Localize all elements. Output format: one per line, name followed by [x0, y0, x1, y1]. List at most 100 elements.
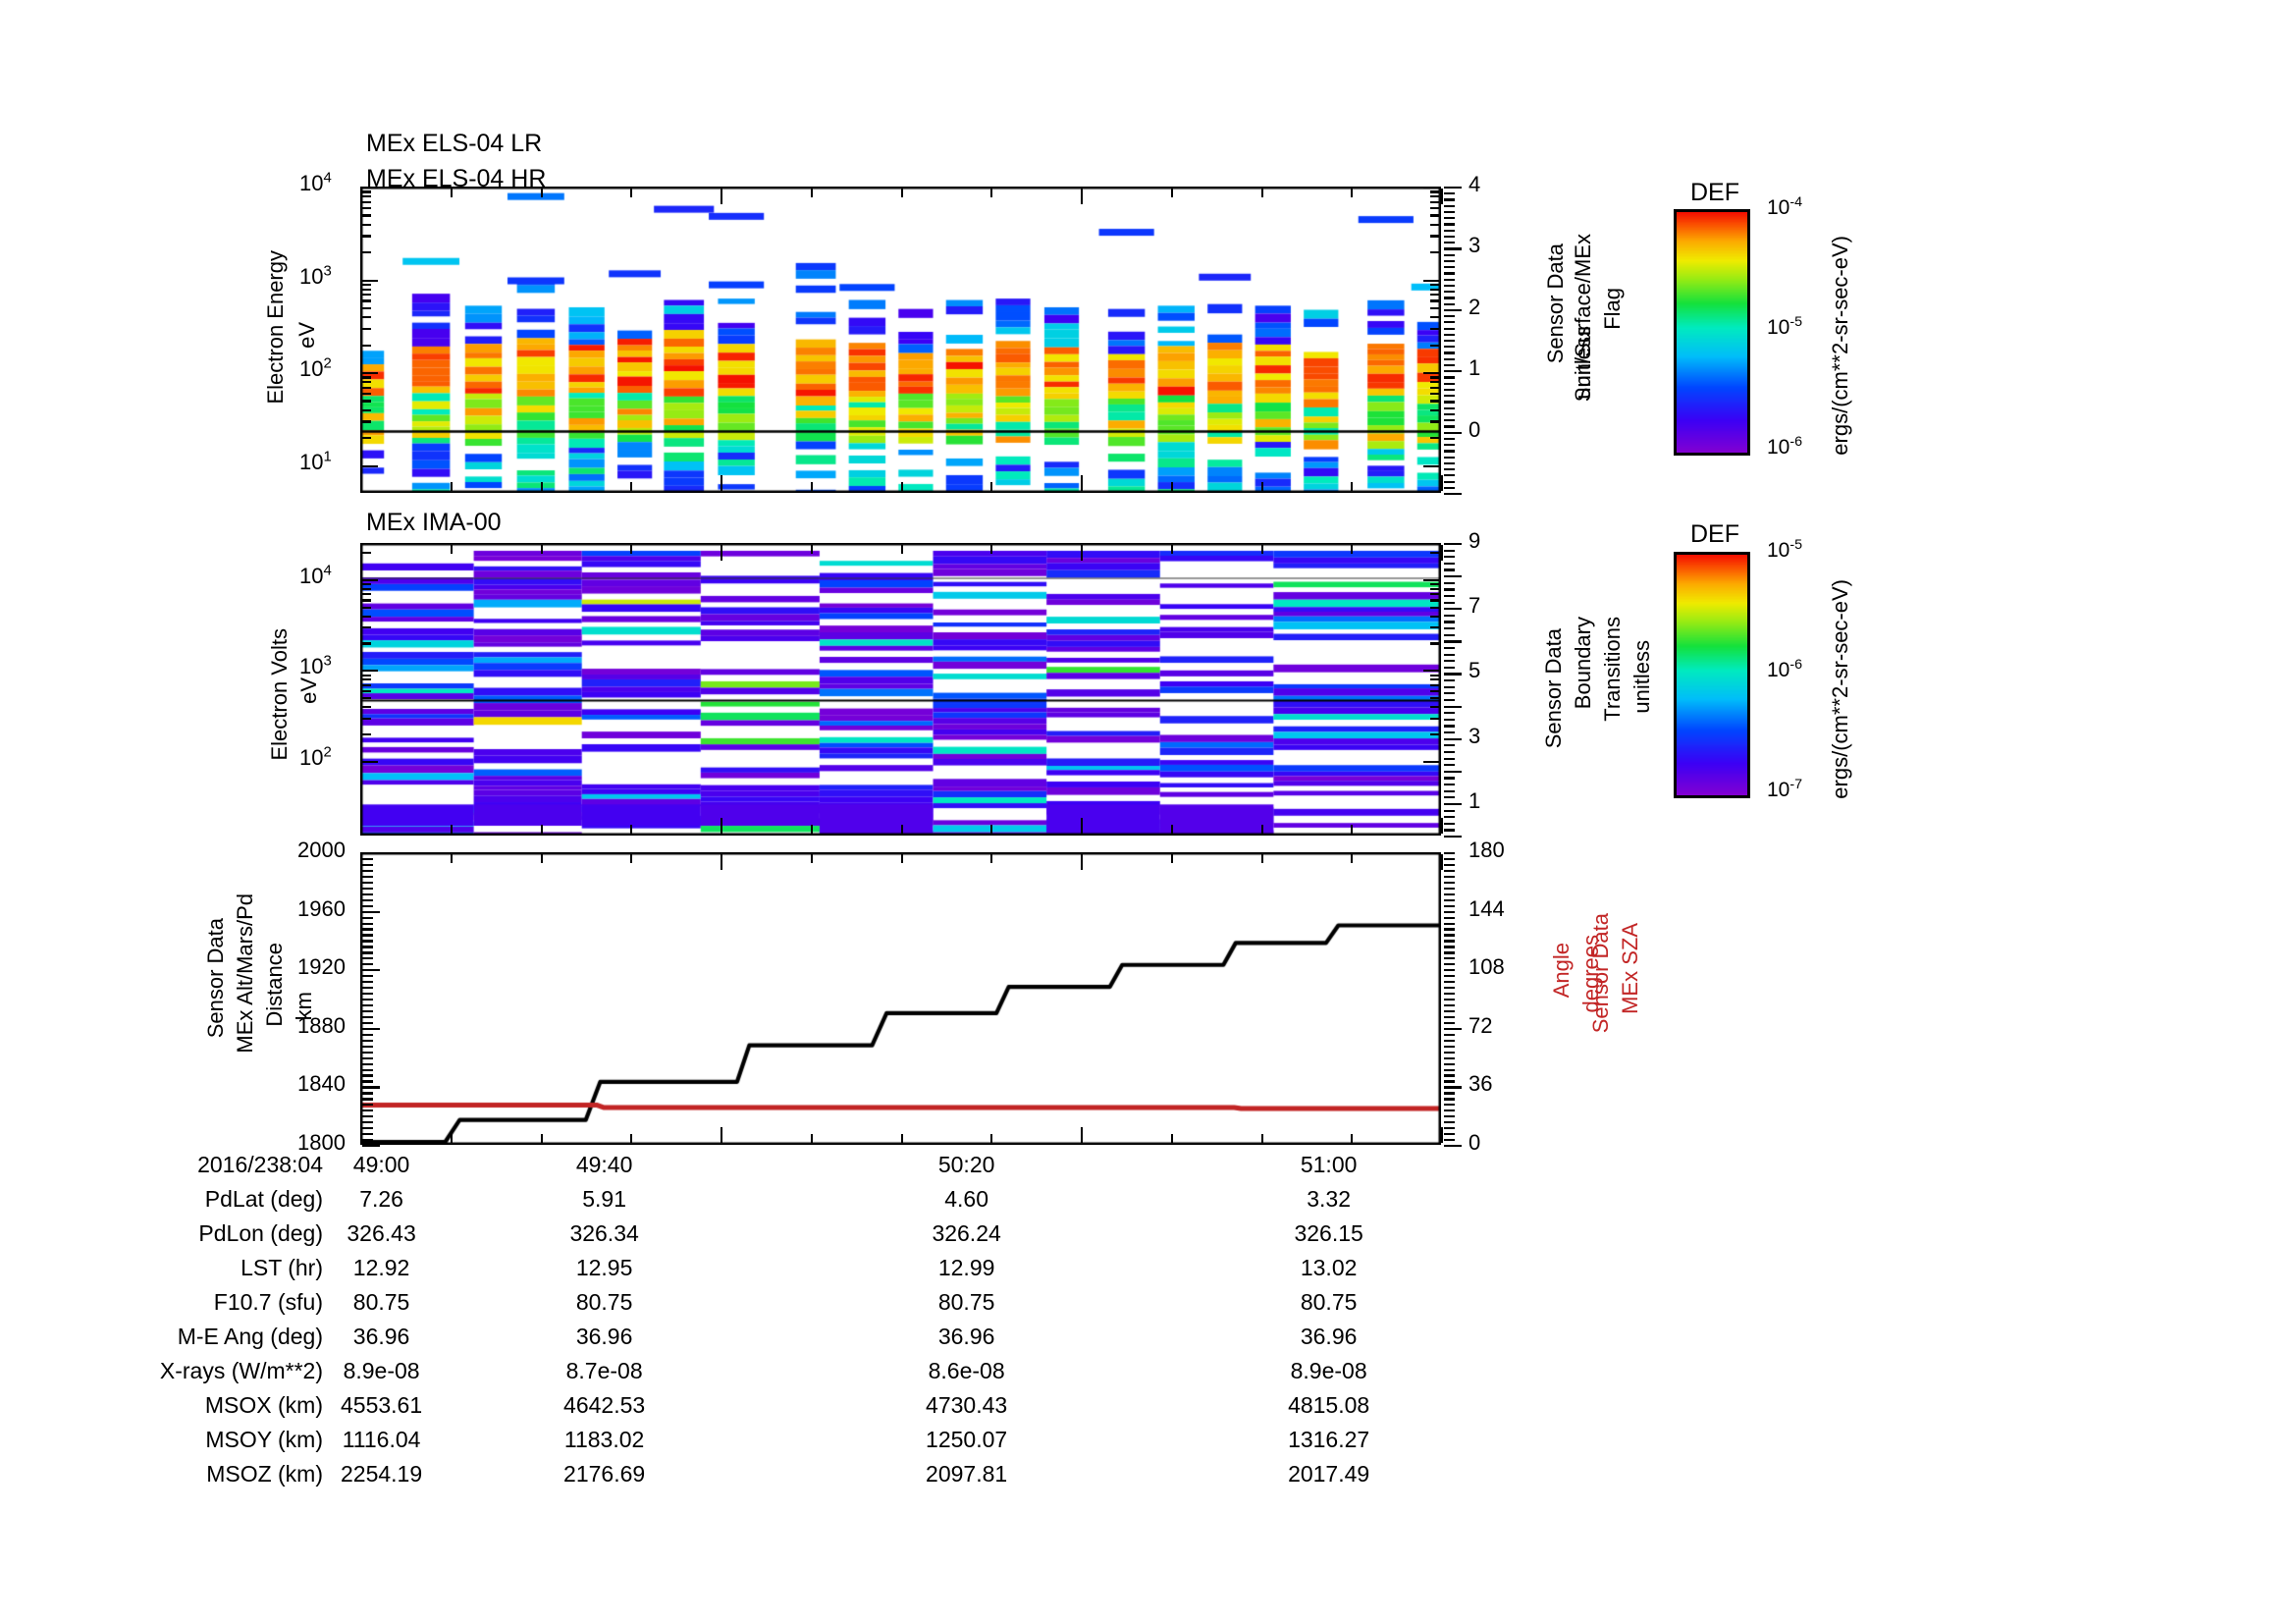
ytick-label: 102 [299, 354, 332, 382]
ytick-minor-right [1430, 400, 1439, 403]
mid-right-tick [1444, 829, 1455, 832]
xtick-bottom [1441, 1127, 1444, 1143]
xtick-bottom [630, 825, 633, 834]
top-right-tick [1444, 437, 1455, 441]
xtick-bottom [1081, 475, 1084, 491]
xtick-bottom [540, 825, 543, 834]
ytick-minor [362, 206, 371, 210]
top-right-tick [1444, 419, 1455, 422]
table-cell: 4553.61 [341, 1392, 423, 1418]
mid-right-tick [1444, 666, 1455, 669]
bot-right-tick [1444, 887, 1455, 890]
table-cell: 1116.04 [342, 1427, 421, 1452]
bottom-panel-lineplot [360, 852, 1441, 1145]
ytick-minor [362, 187, 378, 189]
ytick-minor [362, 615, 371, 618]
ytick-minor-right [1430, 420, 1439, 423]
xtick-bottom [810, 482, 813, 491]
xtick-top [1170, 545, 1173, 554]
ytick-minor [362, 706, 371, 709]
ytick-label: 103 [299, 652, 332, 679]
mid-right-tick [1444, 764, 1455, 767]
table-cell: 8.7e-08 [565, 1358, 643, 1383]
bot-right-tick-label: 144 [1468, 895, 1505, 921]
ytick-minor-right [1430, 437, 1439, 440]
table-row: X-rays (W/m**2) 8.9e-08 8.7e-08 8.6e-08 8.9e… [2, 1355, 1509, 1387]
bot-left-tick [362, 1080, 373, 1083]
ytick-minor-right [1430, 732, 1439, 736]
xtick-bottom [1351, 825, 1354, 834]
bot-left-tick [362, 1127, 373, 1130]
bot-right-tick [1444, 1051, 1455, 1054]
top-right-tick [1444, 308, 1462, 311]
xtick-bottom [721, 1127, 723, 1143]
top-right-tick [1444, 480, 1455, 483]
ytick-minor [362, 583, 371, 586]
ytick-minor-right [1423, 372, 1439, 375]
bot-right-tick [1444, 1092, 1455, 1095]
ytick-minor-right [1430, 344, 1439, 347]
ytick-minor-right [1430, 223, 1439, 226]
xtick-bottom [630, 482, 633, 491]
table-row: MSOZ (km) 2254.19 2176.69 2097.81 2017.49 [2, 1458, 1509, 1490]
xtick-bottom [360, 1127, 363, 1143]
bot-right-tick [1444, 987, 1455, 990]
top-right-tick [1444, 493, 1462, 496]
mid-right-tick [1444, 718, 1455, 721]
top-right-tick [1444, 382, 1455, 385]
bot-left-tick [362, 869, 373, 873]
top-right-tick [1444, 259, 1455, 263]
table-cell: 4.60 [944, 1186, 988, 1212]
xtick-top [360, 854, 363, 870]
mid-right-tick [1444, 568, 1455, 571]
bot-right-tick [1444, 898, 1455, 901]
ytick-minor [362, 288, 371, 291]
xtick-bottom [360, 818, 363, 834]
mid-right-tick [1444, 802, 1462, 806]
mid-right-tick [1444, 698, 1455, 702]
mid-right-tick-label: 1 [1468, 787, 1481, 813]
table-cell: 2097.81 [926, 1461, 1008, 1487]
ytick-minor-right [1430, 195, 1439, 198]
ytick-minor-right [1430, 283, 1439, 287]
xtick-top [810, 854, 813, 863]
table-cell: 8.9e-08 [343, 1358, 420, 1383]
bot-right-tick [1444, 869, 1455, 873]
bot-right-tick [1444, 1127, 1455, 1130]
ytick-minor [362, 599, 371, 602]
bot-left-tick [362, 1003, 373, 1007]
ytick-label: 102 [299, 743, 332, 770]
bot-right-tick [1444, 1027, 1462, 1030]
ytick-minor-right [1430, 393, 1439, 396]
mid-right-tick [1444, 725, 1455, 728]
bot-right-tick [1444, 916, 1455, 919]
bot-right-tick [1444, 1080, 1455, 1083]
mid-right-tick [1444, 653, 1455, 656]
bottom-panel-right-label-2: MEx SZA [1618, 923, 1642, 1014]
bot-left-tick [362, 987, 373, 990]
top-panel-ylabel: Electron Energy [263, 250, 288, 405]
table-cell: 80.75 [1300, 1289, 1358, 1315]
bot-right-tick [1444, 1139, 1455, 1142]
top-right-tick-label: 3 [1468, 233, 1481, 258]
table-cell: 2176.69 [563, 1461, 646, 1487]
table-row-label: PdLat (deg) [204, 1186, 323, 1212]
xtick-bottom [990, 825, 993, 834]
bot-right-tick [1444, 852, 1455, 855]
bot-right-tick [1444, 934, 1455, 937]
top-right-tick-label: 0 [1468, 416, 1481, 442]
bot-left-tick-label: 1800 [297, 1130, 346, 1155]
ytick-minor [362, 316, 371, 319]
bottom-panel-right-label-3: Angle [1549, 943, 1574, 999]
middle-panel-spectrogram [360, 543, 1441, 836]
bot-right-tick [1444, 1045, 1455, 1048]
bot-right-tick [1444, 957, 1455, 960]
xtick-bottom [1260, 482, 1263, 491]
bot-left-tick [362, 852, 380, 855]
xtick-bottom [810, 1134, 813, 1143]
xtick-bottom [721, 475, 723, 491]
top-panel-title-lr: MEx ELS-04 LR [366, 130, 543, 157]
xtick-top [900, 854, 903, 863]
xtick-top [990, 545, 993, 554]
table-row: PdLon (deg) 326.43 326.34 326.24 326.15 [2, 1217, 1509, 1250]
